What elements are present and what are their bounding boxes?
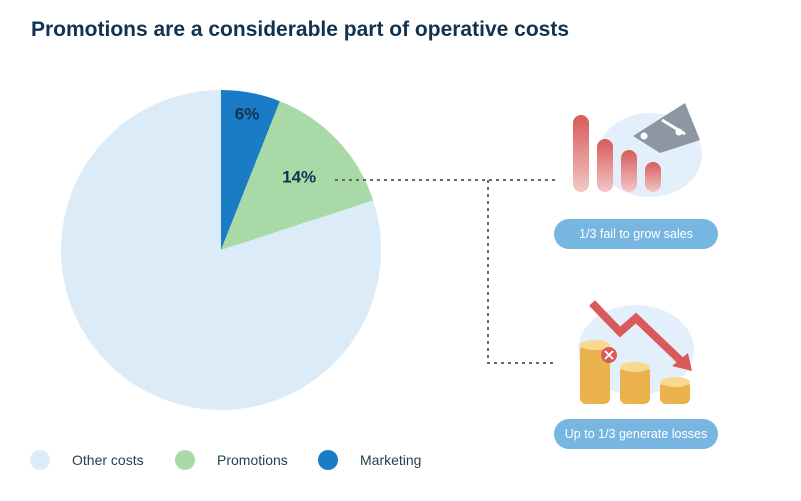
connector-line — [335, 179, 555, 364]
data-label-promotions: 14% — [282, 168, 316, 187]
declining-bars-with-price-tag-icon — [573, 103, 702, 197]
legend-label: Other costs — [72, 452, 144, 468]
legend-item-marketing: Marketing — [318, 450, 421, 470]
pie-slice-promotions — [221, 101, 374, 250]
legend-label: Promotions — [217, 452, 288, 468]
pie-slice-marketing — [221, 90, 280, 250]
legend-swatch — [175, 450, 195, 470]
coins-with-down-arrow-icon — [578, 300, 694, 404]
callout-generate-losses: Up to 1/3 generate losses — [554, 419, 718, 449]
chart-title: Promotions are a considerable part of op… — [31, 18, 569, 41]
legend-item-other-costs: Other costs — [30, 450, 144, 470]
pie-slice-other-costs — [61, 90, 381, 410]
legend-label: Marketing — [360, 452, 422, 468]
data-label-marketing: 6% — [235, 104, 260, 123]
legend-swatch — [318, 450, 338, 470]
legend-item-promotions: Promotions — [175, 450, 288, 470]
legend-swatch — [30, 450, 50, 470]
callout-fail-to-grow-sales: 1/3 fail to grow sales — [554, 219, 718, 249]
